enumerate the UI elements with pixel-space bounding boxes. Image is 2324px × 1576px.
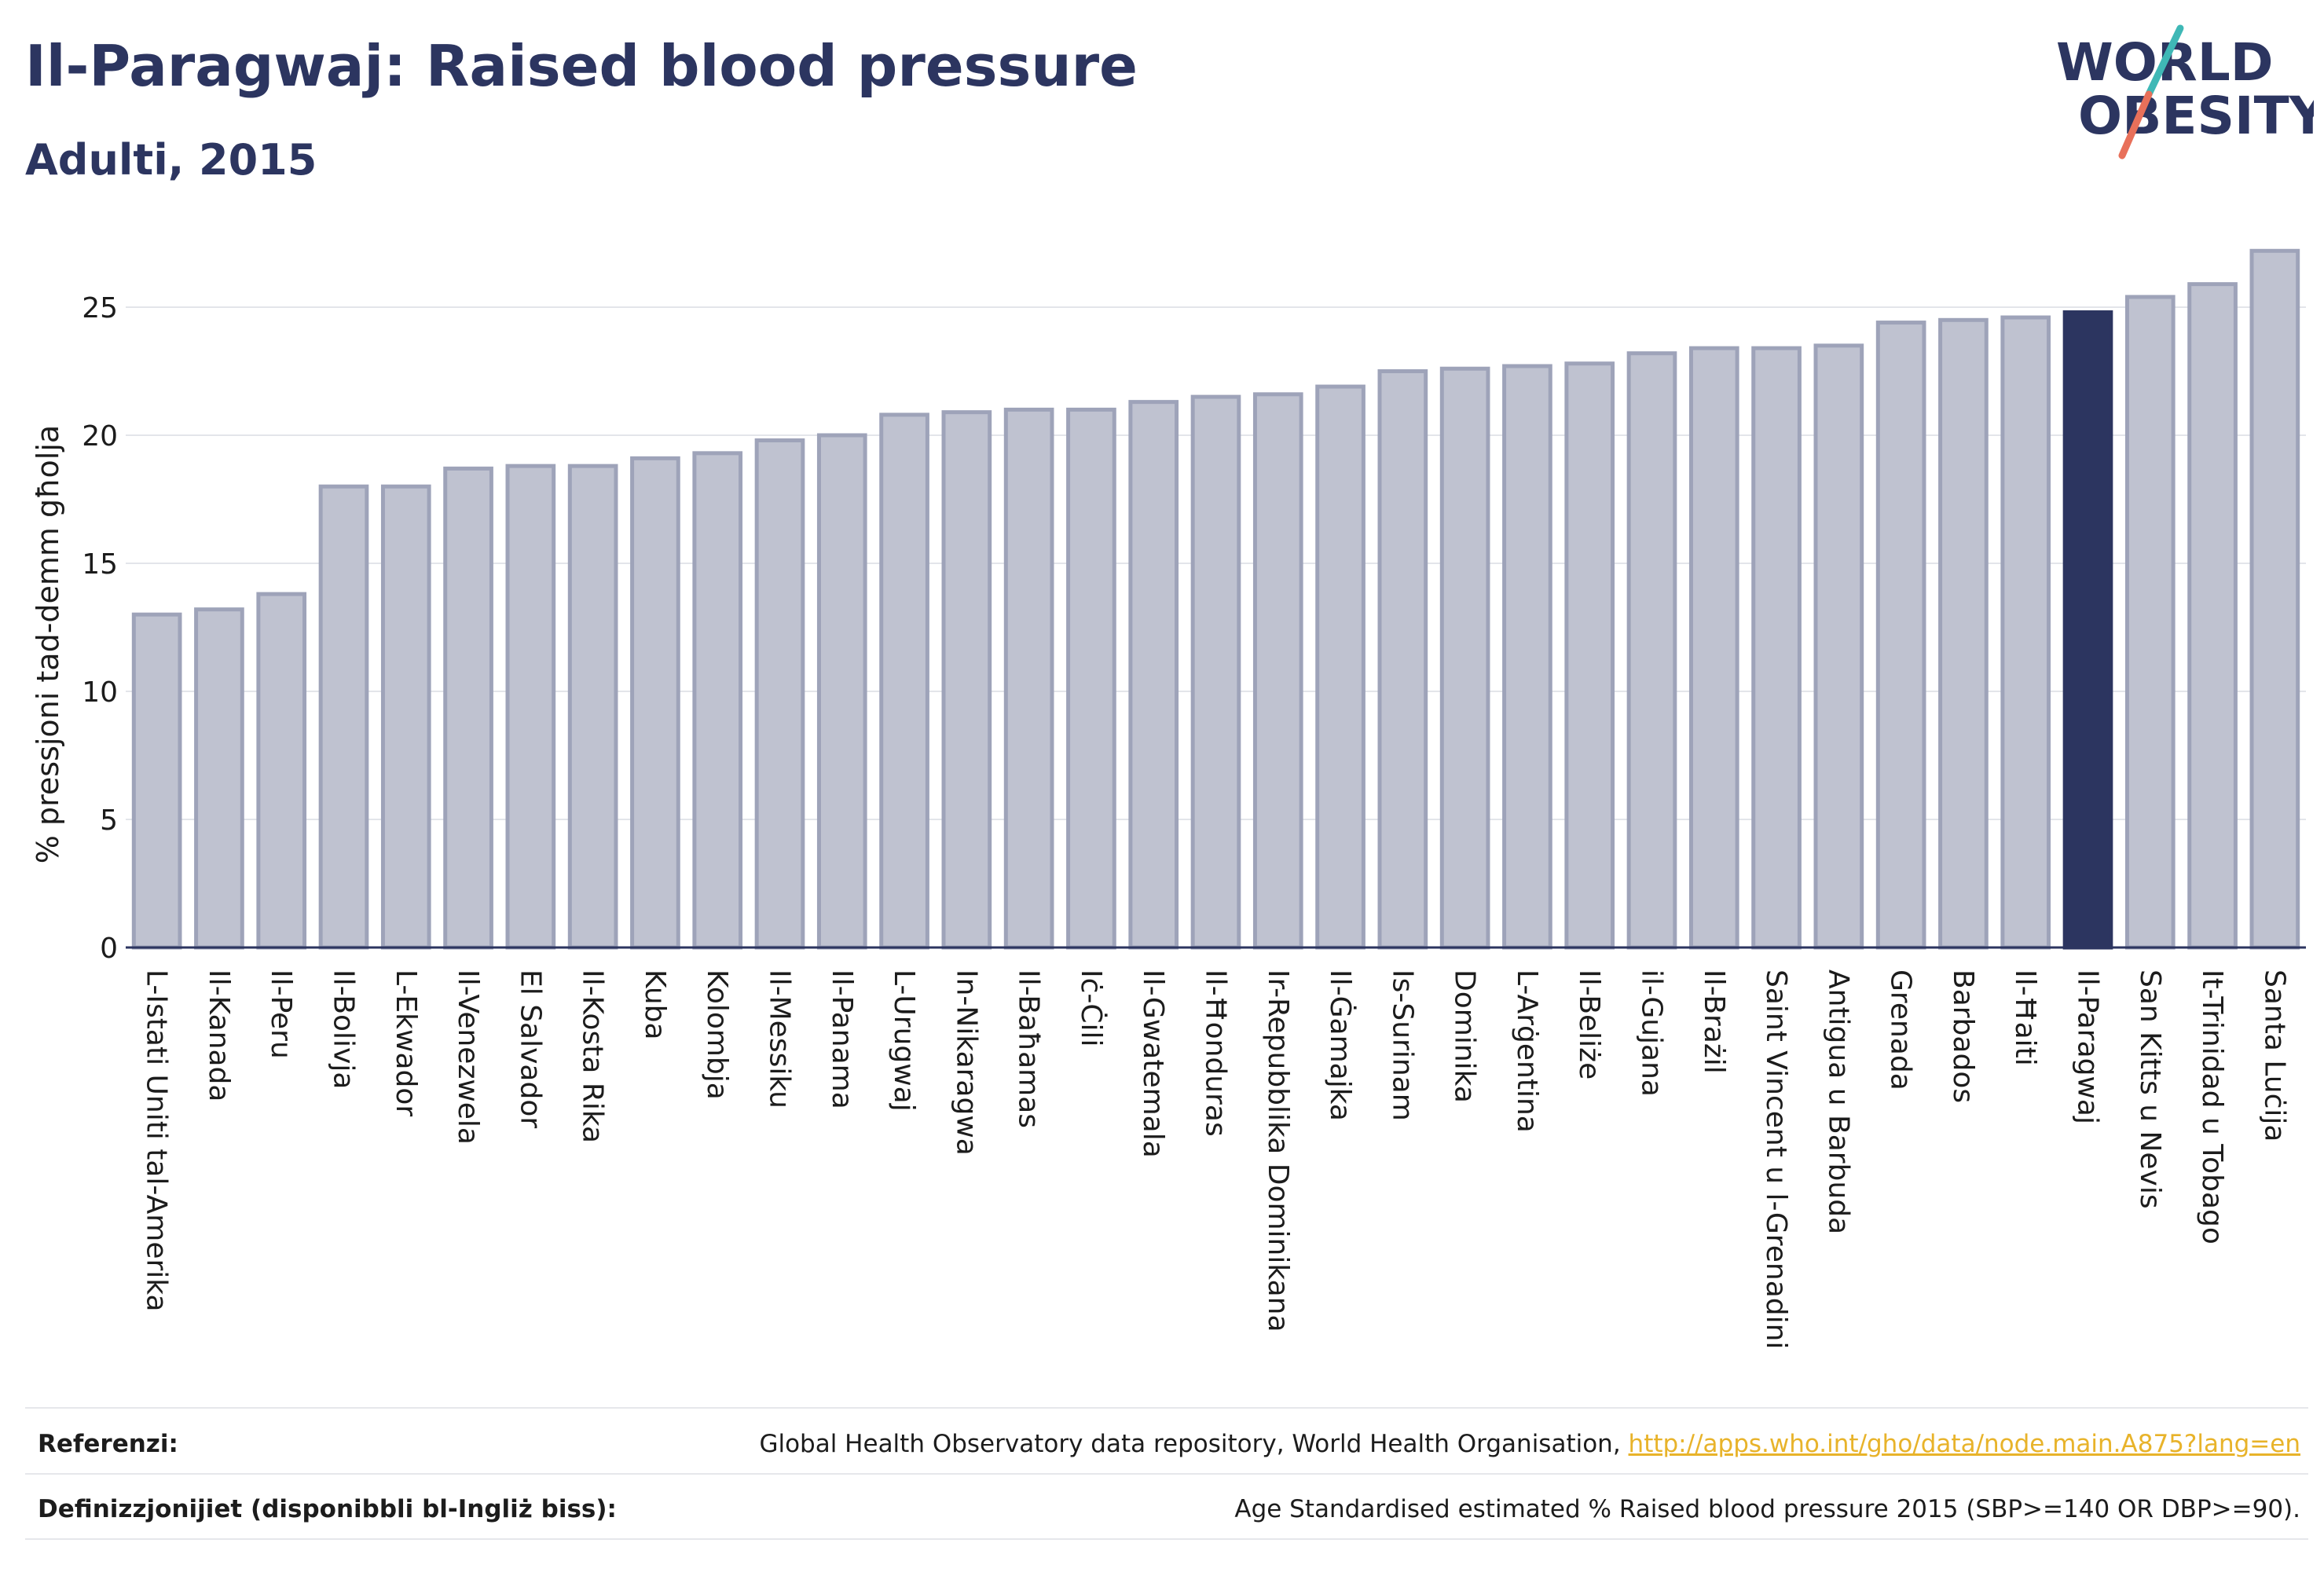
bar[interactable] [692,451,743,950]
bar[interactable] [1751,346,1802,950]
bar[interactable] [1003,407,1054,950]
references-label: Referenzi: [38,1430,178,1458]
x-tick-label: Antigua u Barbuda [1822,969,1854,1234]
bar[interactable] [380,484,431,950]
chart-title: Il-Paragwaj: Raised blood pressure [25,33,1138,99]
bar[interactable] [1190,394,1241,950]
y-axis-label: % pressjoni tad-demm għolja [31,425,65,863]
x-tick-label: Is-Surinam [1386,969,1418,1121]
bar[interactable] [2124,295,2176,950]
x-tick-label: Ir-Repubblika Dominikana [1262,969,1294,1332]
x-tick-label: Il-Brażil [1698,969,1730,1074]
y-tick-label: 15 [82,548,118,581]
bar[interactable] [2187,282,2238,950]
x-tick-label: Il-Kanada [203,969,235,1101]
bar-highlight[interactable] [2062,310,2113,950]
x-tick-label: Grenada [1885,969,1917,1090]
definitions-label: Definizzjonijiet (disponibbli bl-Ingliż … [38,1495,617,1523]
bar[interactable] [443,466,493,950]
bar[interactable] [1066,407,1116,950]
logo-slash-coral [2118,90,2153,159]
bar[interactable] [2000,315,2051,950]
world-obesity-logo: WORLD OBESITY [2056,24,2314,159]
bar[interactable] [2249,248,2300,950]
x-tick-label: il-Gujana [1636,969,1668,1097]
bar[interactable] [1564,361,1615,950]
y-tick-label: 10 [82,676,118,709]
bar[interactable] [318,484,369,950]
x-tick-label: Kuba [639,969,671,1040]
bar[interactable] [1128,400,1179,950]
logo-text-obesity: OBESITY [2078,86,2314,146]
x-tick-label: Il-Ġamajka [1324,969,1357,1121]
y-tick-label: 20 [82,420,118,453]
x-tick-label: It-Trinidad u Tobago [2196,969,2228,1244]
bar[interactable] [505,464,556,950]
x-tick-label: Il-Messiku [764,969,796,1109]
bar[interactable] [1688,346,1739,950]
x-tick-label: Il-Paragwaj [2072,969,2104,1124]
bar[interactable] [194,607,244,950]
references-value: Global Health Observatory data repositor… [759,1430,2300,1458]
x-tick-label: Il-Peru [265,969,297,1059]
y-tick-label: 5 [100,804,118,837]
x-tick-label: Dominika [1449,969,1481,1103]
x-tick-label: Il-Bolivja [328,969,360,1089]
x-tick-label: Kolombja [701,969,733,1100]
x-tick-label: L-Istati Uniti tal-Amerika [141,969,173,1312]
references-link[interactable]: http://apps.who.int/gho/data/node.main.A… [1628,1430,2300,1458]
chart-subtitle: Adulti, 2015 [25,135,317,185]
x-tick-label: Il-Ħaiti [2009,969,2041,1066]
bar[interactable] [1813,343,1864,950]
bar[interactable] [567,464,618,950]
y-tick-label: 0 [100,933,118,965]
x-tick-label: Il-Panama [826,969,858,1109]
logo-slash-teal [2145,24,2184,98]
bar[interactable] [1502,364,1552,950]
footer-divider-middle [25,1473,2308,1475]
x-tick-label: Il-Venezwela [452,969,484,1145]
bar[interactable] [1315,384,1365,950]
bars [131,248,2300,950]
x-tick-label: Iċ-Ċili [1075,969,1108,1047]
footer-divider-top [25,1407,2308,1409]
x-tick-label: Saint Vincent u l-Grenadini [1760,969,1792,1349]
x-tick-label: Santa Luċija [2258,969,2290,1142]
references-text: Global Health Observatory data repositor… [759,1430,1629,1458]
x-tick-label: Il-Gwatemala [1137,969,1169,1158]
bar[interactable] [754,438,805,950]
x-tick-label: L-Ekwador [390,969,422,1116]
bar[interactable] [816,433,867,950]
definitions-text: Age Standardised estimated % Raised bloo… [1234,1495,2300,1523]
bar[interactable] [1626,351,1677,950]
x-tick-label: El Salvador [514,969,546,1128]
bar[interactable] [1252,392,1303,950]
bar[interactable] [131,612,182,950]
x-tick-label: L-Urugwaj [888,969,920,1112]
x-tick-label: Il-Beliże [1573,969,1605,1079]
x-tick-label: San Kitts u Nevis [2134,969,2166,1209]
x-tick-label: Barbados [1947,969,1979,1103]
x-tick-label: Il-Baħamas [1013,969,1045,1128]
x-tick-label: Il-Ħonduras [1200,969,1232,1137]
x-tick-label: Il-Kosta Rika [577,969,609,1143]
x-tick-label: L-Arġentina [1511,969,1543,1133]
bar[interactable] [1377,369,1428,950]
bar[interactable] [1875,321,1926,950]
bar[interactable] [630,456,680,950]
bar[interactable] [1938,317,1989,950]
bar[interactable] [1439,366,1490,950]
bar[interactable] [256,592,307,950]
footer-divider-bottom [25,1538,2308,1540]
y-tick-label: 25 [82,292,118,324]
bar[interactable] [941,410,992,950]
axes: 0 5 10 15 20 25 L-Istati Uniti tal-Amerika Il-K… [82,292,2306,1349]
bar[interactable] [879,412,929,950]
x-tick-label: In-Nikaragwa [950,969,982,1156]
bar-chart: 0 5 10 15 20 25 L-Istati Uniti tal-Amerika Il-K… [31,248,2306,1349]
